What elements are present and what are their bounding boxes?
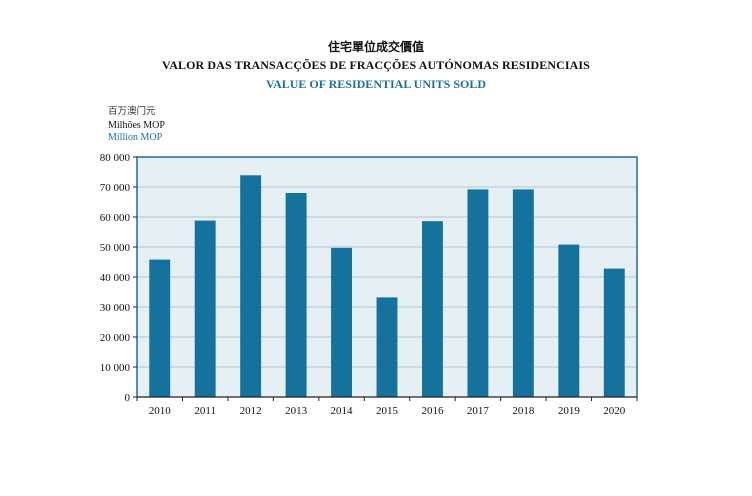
y-tick-label: 30 000 bbox=[100, 302, 131, 314]
y-unit-english: Million MOP bbox=[108, 132, 163, 143]
x-tick-label-2017: 2017 bbox=[467, 405, 490, 417]
bar-2016 bbox=[422, 221, 443, 397]
bar-2015 bbox=[376, 297, 398, 397]
bar-2017 bbox=[467, 189, 489, 397]
chart-title-portuguese: VALOR DAS TRANSACÇÕES DE FRACÇÕES AUTÓNO… bbox=[162, 58, 590, 72]
x-tick-label-2011: 2011 bbox=[194, 405, 216, 417]
x-tick-label-2019: 2019 bbox=[558, 405, 581, 417]
x-tick-label-2020: 2020 bbox=[603, 405, 626, 417]
y-tick-label: 0 bbox=[125, 392, 131, 404]
y-tick-label: 70 000 bbox=[100, 182, 131, 194]
x-tick-label-2010: 2010 bbox=[149, 405, 172, 417]
bar-2018 bbox=[512, 189, 534, 397]
bar-2014 bbox=[331, 247, 352, 397]
y-tick-label: 20 000 bbox=[100, 332, 131, 344]
y-tick-label: 10 000 bbox=[100, 362, 131, 374]
y-tick-label: 50 000 bbox=[100, 242, 131, 254]
bar-2013 bbox=[285, 193, 307, 397]
y-tick-label: 80 000 bbox=[100, 152, 131, 164]
bar-2012 bbox=[240, 175, 262, 397]
y-tick-label: 60 000 bbox=[100, 212, 131, 224]
bar-2020 bbox=[603, 268, 625, 397]
bar-2010 bbox=[149, 259, 171, 397]
x-tick-label-2014: 2014 bbox=[331, 405, 354, 417]
y-tick-label: 40 000 bbox=[100, 272, 131, 284]
bar-2011 bbox=[194, 220, 216, 397]
x-tick-label-2018: 2018 bbox=[512, 405, 535, 417]
x-tick-label-2016: 2016 bbox=[421, 405, 444, 417]
x-tick-label-2015: 2015 bbox=[376, 405, 399, 417]
y-unit-portuguese: Milhões MOP bbox=[108, 120, 165, 131]
x-tick-label-2013: 2013 bbox=[285, 405, 308, 417]
x-tick-label-2012: 2012 bbox=[240, 405, 262, 417]
chart-title-chinese: 住宅單位成交價值 bbox=[327, 40, 424, 54]
chart-title-english: VALUE OF RESIDENTIAL UNITS SOLD bbox=[265, 77, 487, 91]
bar-2019 bbox=[558, 244, 580, 397]
y-unit-chinese: 百万澳门元 bbox=[108, 106, 156, 117]
